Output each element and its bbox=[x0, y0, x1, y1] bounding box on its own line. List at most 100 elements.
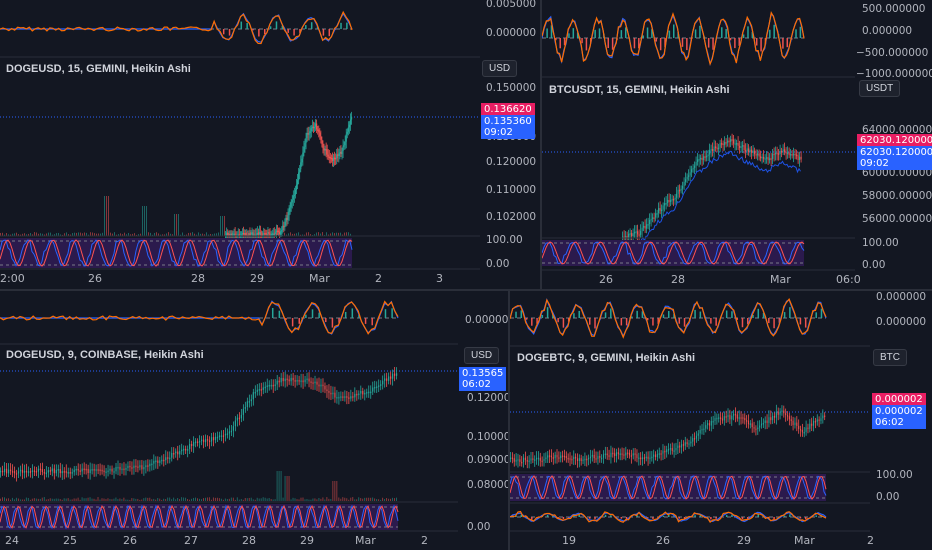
macd-histogram-bar bbox=[773, 318, 775, 329]
volume-bar bbox=[62, 234, 63, 236]
volume-bar bbox=[212, 497, 214, 501]
candle-body bbox=[121, 468, 123, 471]
price-axis-label: 0.150000 bbox=[486, 82, 537, 94]
volume-bar bbox=[3, 497, 5, 501]
candle-body bbox=[799, 156, 801, 161]
candle-body bbox=[277, 230, 280, 233]
candle-body bbox=[591, 454, 593, 457]
macd-histogram-bar bbox=[773, 517, 775, 520]
candle-body bbox=[344, 141, 346, 146]
macd-histogram-bar bbox=[768, 318, 770, 324]
currency-badge[interactable]: BTC bbox=[873, 349, 907, 366]
volume-bar bbox=[334, 233, 335, 236]
currency-badge[interactable]: USD bbox=[482, 60, 518, 77]
candle-body bbox=[15, 473, 18, 475]
macd-histogram-bar bbox=[344, 311, 347, 318]
macd-histogram-bar bbox=[747, 517, 749, 519]
volume-bar bbox=[151, 499, 153, 501]
candle-body bbox=[179, 451, 181, 455]
volume-bar bbox=[310, 234, 311, 236]
time-axis-label: 24 bbox=[5, 534, 19, 547]
volume-bar bbox=[336, 232, 337, 236]
volume-bar bbox=[66, 232, 67, 236]
chart-panel-bottom-right[interactable]: DOGEBTC, 9, GEMINI, Heikin Ashi BTC 0.00… bbox=[510, 291, 932, 550]
chart-title: DOGEUSD, 15, GEMINI, Heikin Ashi bbox=[6, 63, 191, 75]
candle-body bbox=[669, 448, 671, 450]
time-axis-label: Mar bbox=[309, 272, 330, 285]
candle-body bbox=[238, 417, 240, 420]
current-price-value: 62030.120000 bbox=[860, 147, 932, 158]
volume-bar bbox=[254, 233, 255, 236]
candle-body bbox=[685, 179, 687, 182]
candle-body bbox=[604, 453, 606, 456]
candle-body bbox=[713, 146, 715, 152]
chart-panel-top-right[interactable]: BTCUSDT, 15, GEMINI, Heikin Ashi USDT 50… bbox=[542, 0, 932, 290]
macd-histogram-bar bbox=[710, 318, 712, 324]
candle-body bbox=[643, 457, 645, 459]
currency-badge[interactable]: USD bbox=[464, 347, 500, 364]
panel-divider-vertical[interactable] bbox=[508, 291, 510, 550]
candle-body bbox=[276, 380, 278, 385]
candle-body bbox=[734, 143, 736, 145]
chart-canvas-bottom-left[interactable] bbox=[0, 291, 508, 550]
volume-bar bbox=[185, 497, 187, 501]
volume-bar bbox=[306, 499, 308, 501]
volume-bar bbox=[260, 498, 262, 501]
candle-body bbox=[376, 386, 378, 388]
candle-body bbox=[265, 233, 267, 235]
candle-body bbox=[688, 175, 690, 177]
candle-body bbox=[362, 391, 364, 395]
chart-canvas-top-right[interactable] bbox=[542, 0, 932, 290]
panel-divider-vertical[interactable] bbox=[540, 0, 542, 290]
volume-bar bbox=[87, 497, 89, 501]
candle-body bbox=[228, 431, 231, 434]
candle-body bbox=[258, 389, 260, 391]
candle-body bbox=[563, 455, 566, 458]
candle-body bbox=[79, 470, 81, 472]
volume-bar bbox=[226, 233, 227, 236]
macd-histogram-bar bbox=[686, 38, 688, 51]
candle-body bbox=[41, 469, 43, 473]
macd-histogram-bar bbox=[752, 314, 754, 318]
volume-bar bbox=[131, 498, 133, 501]
candle-body bbox=[396, 373, 398, 376]
candle-body bbox=[125, 467, 127, 470]
candle-body bbox=[627, 452, 629, 455]
candle-body bbox=[227, 232, 229, 236]
candle-body bbox=[580, 458, 582, 462]
macd-histogram-bar bbox=[673, 313, 675, 318]
panel-divider-horizontal[interactable] bbox=[0, 289, 932, 291]
volume-bar bbox=[238, 234, 239, 236]
volume-bar bbox=[111, 499, 113, 501]
candle-body bbox=[686, 442, 688, 444]
candle-body bbox=[630, 455, 632, 457]
candle-body bbox=[779, 411, 781, 415]
candle-body bbox=[284, 378, 286, 382]
candle-body bbox=[320, 136, 322, 140]
chart-canvas-top-left[interactable] bbox=[0, 0, 540, 290]
currency-badge[interactable]: USDT bbox=[859, 80, 901, 97]
chart-panel-top-left[interactable]: DOGEUSD, 15, GEMINI, Heikin Ashi USD 0.0… bbox=[0, 0, 540, 290]
volume-bar bbox=[372, 497, 374, 501]
volume-bar bbox=[202, 233, 203, 236]
volume-bar bbox=[222, 216, 223, 236]
candle-body bbox=[332, 157, 335, 161]
macd-histogram-bar bbox=[610, 308, 612, 318]
candle-body bbox=[233, 233, 235, 236]
macd-histogram-bar bbox=[741, 517, 744, 520]
macd-histogram-bar bbox=[328, 29, 331, 37]
candle-body bbox=[123, 468, 125, 471]
volume-bar bbox=[135, 498, 137, 501]
candle-body bbox=[294, 380, 296, 382]
volume-bar bbox=[196, 234, 197, 236]
chart-canvas-bottom-right[interactable] bbox=[510, 291, 932, 550]
candle-body bbox=[115, 466, 117, 472]
candle-body bbox=[59, 469, 61, 474]
candle-body bbox=[673, 450, 675, 452]
candle-body bbox=[781, 150, 783, 153]
chart-panel-bottom-left[interactable]: DOGEUSD, 9, COINBASE, Heikin Ashi USD 0.… bbox=[0, 291, 508, 550]
volume-bar bbox=[302, 234, 303, 236]
volume-bar bbox=[226, 499, 228, 501]
volume-bar bbox=[316, 232, 317, 236]
candle-body bbox=[515, 459, 517, 462]
